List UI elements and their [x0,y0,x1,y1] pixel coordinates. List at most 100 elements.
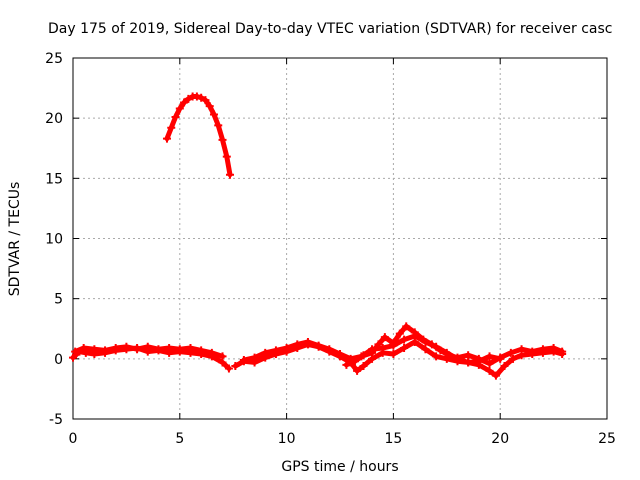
data-point [432,352,441,361]
data-point [464,351,473,360]
data-point [180,98,189,107]
data-point [558,347,567,356]
data-point [293,340,302,349]
data-point [133,345,142,354]
data-point [101,346,110,355]
data-point [517,345,526,354]
x-tick-label: 20 [491,431,509,447]
data-point [474,357,483,366]
data-point [491,371,500,380]
data-point [359,362,368,371]
data-point [214,121,223,130]
x-tick-label: 10 [278,431,296,447]
chart-title: Day 175 of 2019, Sidereal Day-to-day VTE… [48,21,612,37]
y-tick-label: -5 [49,412,63,428]
data-point [485,352,494,361]
data-point [395,329,404,338]
y-tick-labels: -5 0 5 10 15 20 25 [45,51,63,428]
series-arc-high [162,92,234,179]
y-tick-label: 25 [45,51,63,67]
data-point [192,92,201,101]
data-point [184,94,193,103]
y-tick-label: 20 [45,111,63,127]
series-band-b [71,342,227,361]
data-point [209,110,218,119]
data-point [222,152,231,161]
data-point [90,345,99,354]
data-point [380,333,389,342]
data-point [122,342,131,351]
data-point [453,354,462,363]
data-point [421,337,430,346]
data-point [225,170,234,179]
data-point [400,344,409,353]
x-tick-labels: 0 5 10 15 20 25 [69,431,616,447]
x-tick-label: 0 [69,431,78,447]
data-point [250,353,259,362]
data-point [271,346,280,355]
data-point [239,356,248,365]
data-point [197,346,206,355]
data-point [165,344,174,353]
data-point [205,102,214,111]
data-point [353,366,362,375]
data-point [218,352,227,361]
y-tick-label: 15 [45,171,63,187]
data-point [389,341,398,350]
data-point [359,351,368,360]
data-point [432,342,441,351]
y-tick-label: 10 [45,232,63,248]
data-layer [69,92,567,380]
data-point [442,348,451,357]
data-point [207,348,216,357]
data-point [69,353,77,362]
data-point [143,342,152,351]
y-tick-label: 0 [54,352,63,368]
data-point [496,354,505,363]
data-point [400,335,409,344]
data-point [218,135,227,144]
data-point [231,362,240,371]
data-point [162,134,171,143]
data-point [111,344,120,353]
data-point [402,322,411,331]
data-point [389,350,398,359]
data-point [538,345,547,354]
data-point [485,366,494,375]
series-trace [232,339,565,379]
series-band-e [342,331,505,369]
data-point [175,345,184,354]
data-point [224,364,233,373]
y-axis-label: SDTVAR / TECUs [7,182,23,297]
data-point [368,345,377,354]
data-point [171,112,180,121]
data-point [485,359,494,368]
data-point [79,344,88,353]
data-point [167,123,176,132]
data-point [201,96,210,105]
data-point [421,345,430,354]
data-point [282,344,291,353]
data-point [464,358,473,367]
data-point [314,341,323,350]
data-point [71,347,80,356]
data-point [342,360,351,369]
data-point [175,104,184,113]
x-axis-label: GPS time / hours [281,459,398,475]
data-point [186,344,195,353]
data-point [506,348,515,357]
data-point [509,354,518,363]
data-point [500,362,509,371]
x-tick-label: 5 [175,431,184,447]
grid [73,58,607,419]
data-point [154,345,163,354]
data-point [528,347,537,356]
data-point [303,337,312,346]
series-band-d [239,322,567,368]
data-point [336,350,344,359]
x-tick-label: 25 [598,431,616,447]
data-point [350,357,359,366]
series-trace [241,323,565,367]
data-point [325,345,334,354]
